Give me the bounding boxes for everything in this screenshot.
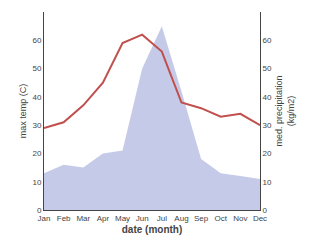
svg-text:med. precipitation(kg/m2): med. precipitation(kg/m2) xyxy=(274,75,296,146)
svg-text:50: 50 xyxy=(263,64,272,73)
svg-text:60: 60 xyxy=(32,36,41,45)
svg-text:Jan: Jan xyxy=(38,214,51,223)
svg-text:Aug: Aug xyxy=(174,214,188,223)
svg-text:10: 10 xyxy=(263,178,272,187)
svg-text:Apr: Apr xyxy=(97,214,110,223)
svg-text:20: 20 xyxy=(263,149,272,158)
svg-text:40: 40 xyxy=(32,93,41,102)
svg-text:May: May xyxy=(115,214,130,223)
svg-text:30: 30 xyxy=(32,121,41,130)
svg-text:max temp (C): max temp (C) xyxy=(18,84,28,139)
svg-text:40: 40 xyxy=(263,93,272,102)
svg-text:60: 60 xyxy=(263,36,272,45)
svg-text:Sep: Sep xyxy=(194,214,209,223)
svg-text:30: 30 xyxy=(263,121,272,130)
svg-text:Jun: Jun xyxy=(136,214,149,223)
svg-text:50: 50 xyxy=(32,64,41,73)
svg-text:Dec: Dec xyxy=(253,214,267,223)
svg-text:Oct: Oct xyxy=(215,214,228,223)
svg-text:0: 0 xyxy=(263,206,268,215)
svg-text:Nov: Nov xyxy=(233,214,247,223)
svg-text:20: 20 xyxy=(32,149,41,158)
svg-text:Feb: Feb xyxy=(57,214,71,223)
svg-text:date (month): date (month) xyxy=(122,224,183,235)
svg-text:10: 10 xyxy=(32,178,41,187)
svg-text:Mar: Mar xyxy=(76,214,90,223)
svg-text:Jul: Jul xyxy=(157,214,167,223)
svg-text:0: 0 xyxy=(37,206,42,215)
